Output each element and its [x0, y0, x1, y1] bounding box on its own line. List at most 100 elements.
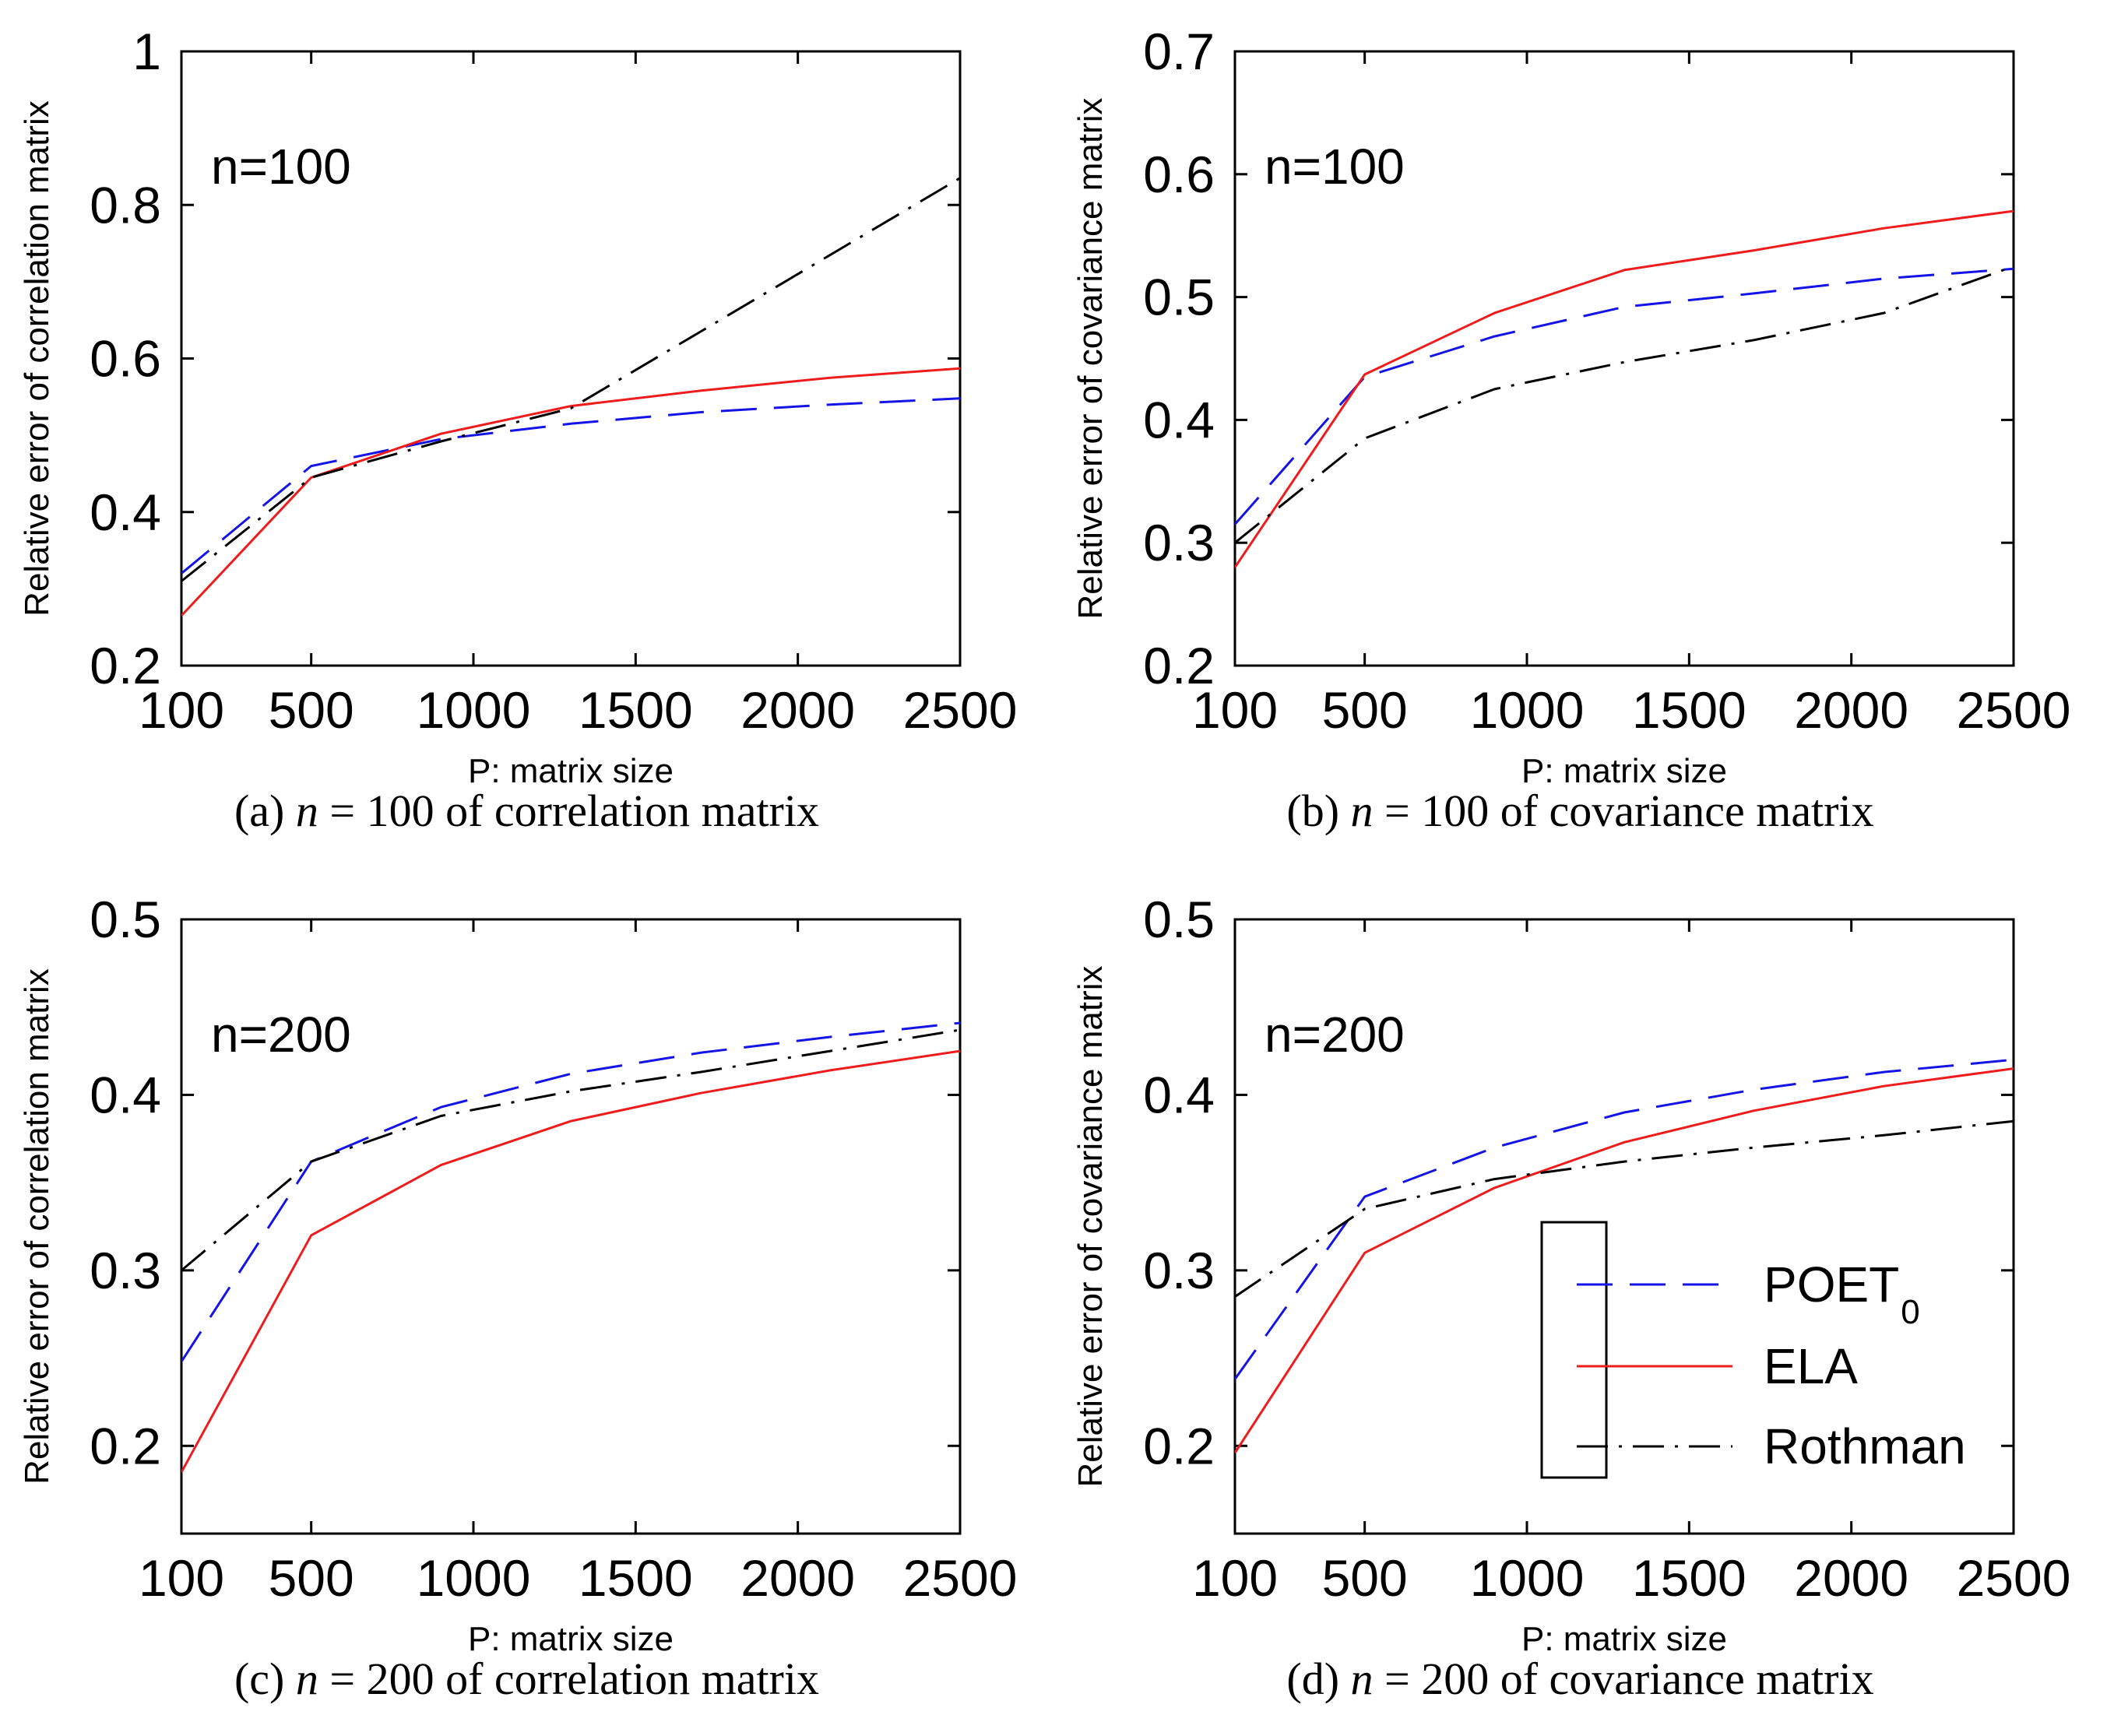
- x-tick-label: 2500: [1957, 681, 2071, 739]
- panel-b: 100 500 1000 1500 2000 2500 0.2 0.3 0.4 0.5 0.6 0.7…: [1054, 0, 2107, 868]
- y-axis-label: Relative error of covariance matrix: [1071, 965, 1110, 1487]
- axes-box: [1233, 50, 2015, 667]
- series-line-rothman: [181, 177, 960, 582]
- x-tick-label: 1000: [417, 1549, 531, 1607]
- x-tick-label: 1500: [579, 681, 693, 739]
- x-axis-label: P: matrix size: [1521, 1620, 1727, 1658]
- y-axis-label: Relative error of correlation matrix: [18, 968, 56, 1485]
- annotation-label: n=200: [211, 1007, 351, 1063]
- caption-var: n: [1350, 785, 1374, 836]
- x-axis-label: P: matrix size: [1521, 752, 1727, 790]
- caption-prefix: (a): [234, 785, 285, 836]
- caption-b: (b) n = 100 of covariance matrix: [1054, 785, 2107, 837]
- caption-var: n: [1350, 1653, 1374, 1704]
- caption-a: (a) n = 100 of correlation matrix: [0, 785, 1054, 837]
- x-axis-label: P: matrix size: [468, 1620, 674, 1658]
- legend: POET 0 ELA Rothman: [1540, 1221, 1966, 1479]
- x-tick-label: 2000: [1794, 681, 1908, 739]
- y-tick-label: 0.6: [1143, 146, 1215, 203]
- panel-d: 100 500 1000 1500 2000 2500 0.2 0.3 0.4 0.5 P: mat…: [1054, 868, 2107, 1736]
- x-tick-label: 1000: [1470, 681, 1585, 739]
- series-line-rothman: [1235, 1119, 2014, 1298]
- y-tick-label: 0.6: [90, 330, 161, 388]
- y-axis-label: Relative error of covariance matrix: [1071, 97, 1110, 619]
- y-tick-label: 0.2: [1143, 637, 1215, 694]
- caption-prefix: (d): [1286, 1653, 1340, 1704]
- y-tick-label: 0.3: [1143, 514, 1215, 571]
- y-tick-label: 0.2: [90, 1417, 161, 1474]
- caption-var: n: [295, 785, 318, 836]
- series-line-poet0: [181, 397, 960, 575]
- chart-b: 100 500 1000 1500 2000 2500 0.2 0.3 0.4 0.5 0.6 0.7…: [1071, 23, 2071, 790]
- y-tick-label: 0.2: [1143, 1417, 1215, 1474]
- y-axis-label: Relative error of correlation matrix: [18, 100, 56, 617]
- x-tick-label: 500: [269, 1549, 354, 1607]
- x-tick-label: 2500: [903, 1549, 1018, 1607]
- series-line-rothman: [1235, 265, 2014, 544]
- caption-d: (d) n = 200 of covariance matrix: [1054, 1653, 2107, 1705]
- legend-label-subscript: 0: [1901, 1293, 1919, 1331]
- chart-c: 100 500 1000 1500 2000 2500 0.2 0.3 0.4 0.5 P: mat…: [18, 891, 1018, 1658]
- series-line-poet0: [181, 1021, 960, 1362]
- legend-label: POET: [1764, 1256, 1899, 1313]
- chart-d: 100 500 1000 1500 2000 2500 0.2 0.3 0.4 0.5 P: mat…: [1071, 891, 2071, 1658]
- caption-c: (c) n = 200 of correlation matrix: [0, 1653, 1054, 1705]
- annotation-label: n=100: [211, 139, 351, 195]
- x-tick-label: 500: [269, 681, 354, 739]
- caption-rest: = 200 of covariance matrix: [1373, 1653, 1874, 1704]
- panel-a: 100 500 1000 1500 2000 2500 0.2 0.4 0.6 0.8 1 P: ma…: [0, 0, 1054, 868]
- series-line-ela: [181, 367, 960, 617]
- series-line-ela: [181, 1049, 960, 1473]
- x-tick-label: 2500: [1957, 1549, 2071, 1607]
- axes-box: [180, 918, 962, 1535]
- series-line-rothman: [181, 1028, 960, 1272]
- y-tick-label: 0.2: [90, 637, 161, 694]
- y-tick-label: 0.5: [1143, 269, 1215, 326]
- caption-rest: = 100 of correlation matrix: [318, 785, 819, 836]
- caption-prefix: (b): [1286, 785, 1340, 836]
- y-tick-label: 0.4: [90, 483, 161, 541]
- x-tick-label: 500: [1322, 1549, 1408, 1607]
- x-tick-label: 1500: [1632, 681, 1746, 739]
- x-tick-label: 100: [1192, 681, 1278, 739]
- x-tick-label: 2500: [903, 681, 1018, 739]
- y-tick-label: 0.4: [90, 1066, 161, 1123]
- caption-rest: = 100 of covariance matrix: [1373, 785, 1874, 836]
- x-tick-label: 100: [1192, 1549, 1278, 1607]
- annotation-label: n=200: [1265, 1007, 1405, 1063]
- x-tick-label: 1000: [417, 681, 531, 739]
- x-tick-label: 1500: [1632, 1549, 1746, 1607]
- caption-prefix: (c): [234, 1653, 285, 1704]
- legend-label: Rothman: [1764, 1418, 1966, 1474]
- caption-var: n: [295, 1653, 318, 1704]
- y-tick-label: 0.8: [90, 176, 161, 234]
- y-tick-label: 0.4: [1143, 391, 1215, 448]
- x-tick-label: 500: [1322, 681, 1408, 739]
- x-axis-label: P: matrix size: [468, 752, 674, 790]
- y-tick-label: 0.4: [1143, 1066, 1215, 1123]
- y-tick-label: 0.5: [1143, 891, 1215, 948]
- panel-c: 100 500 1000 1500 2000 2500 0.2 0.3 0.4 0.5 P: mat…: [0, 868, 1054, 1736]
- series-line-ela: [1235, 1067, 2014, 1454]
- annotation-label: n=100: [1265, 139, 1405, 195]
- x-tick-label: 100: [139, 681, 224, 739]
- chart-a: 100 500 1000 1500 2000 2500 0.2 0.4 0.6 0.8 1 P: ma…: [18, 23, 1018, 790]
- x-tick-label: 2000: [740, 1549, 855, 1607]
- y-tick-label: 0.7: [1143, 23, 1215, 80]
- y-tick-label: 1: [132, 23, 161, 80]
- x-tick-label: 2000: [740, 681, 855, 739]
- y-tick-label: 0.3: [90, 1242, 161, 1299]
- axes-box: [1233, 918, 2015, 1535]
- y-tick-label: 0.3: [1143, 1242, 1215, 1299]
- legend-box: [1540, 1221, 1608, 1479]
- series-line-ela: [1235, 209, 2014, 568]
- y-tick-label: 0.5: [90, 891, 161, 948]
- caption-rest: = 200 of correlation matrix: [318, 1653, 819, 1704]
- legend-label: ELA: [1764, 1338, 1858, 1394]
- x-tick-label: 1000: [1470, 1549, 1585, 1607]
- x-tick-label: 100: [139, 1549, 224, 1607]
- series-line-poet0: [1235, 1058, 2014, 1380]
- x-tick-label: 2000: [1794, 1549, 1908, 1607]
- x-tick-label: 1500: [579, 1549, 693, 1607]
